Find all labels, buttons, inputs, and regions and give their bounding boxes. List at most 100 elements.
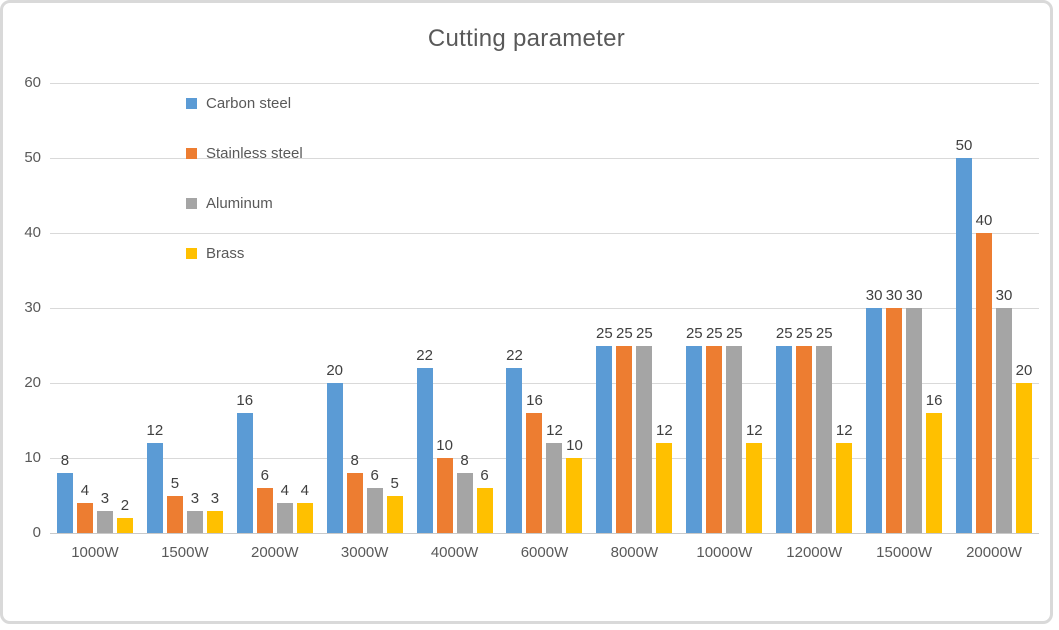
bar-aluminum-4000w[interactable]: 8 [456, 452, 473, 533]
x-tick-label-3000w: 3000W [340, 544, 389, 561]
data-label: 25 [596, 324, 613, 342]
data-label: 30 [865, 287, 883, 304]
x-tick-label-20000w: 20000W [966, 544, 1022, 561]
data-label: 50 [955, 137, 973, 154]
bar-carbon-steel-6000w[interactable]: 22 [506, 347, 523, 533]
bar-carbon-steel-8000w[interactable]: 25 [596, 325, 613, 533]
legend-item-aluminum[interactable]: Aluminum [186, 193, 273, 213]
bar-brass-1500w[interactable]: 3 [206, 490, 223, 533]
x-tick-label-1000w: 1000W [71, 544, 119, 561]
gridline [50, 233, 1039, 234]
data-label: 12 [835, 422, 853, 439]
bar-aluminum-20000w[interactable]: 30 [996, 287, 1012, 533]
chart-title[interactable]: Cutting parameter [427, 25, 626, 52]
bar-carbon-steel-15000w[interactable]: 30 [866, 287, 882, 533]
bar-brass-6000w[interactable]: 10 [566, 437, 583, 533]
bar-stainless-steel-4000w[interactable]: 10 [436, 437, 453, 533]
legend-item-stainless-steel[interactable]: Stainless steel [186, 143, 303, 163]
data-label: 12 [146, 422, 164, 439]
data-label: 30 [995, 287, 1013, 304]
bar-brass-3000w[interactable]: 5 [386, 475, 403, 533]
data-label: 8 [350, 452, 359, 469]
bar-aluminum-2000w[interactable]: 4 [276, 482, 293, 533]
data-label: 4 [300, 482, 309, 499]
gridline [50, 383, 1039, 384]
bar-stainless-steel-20000w[interactable]: 40 [976, 212, 992, 533]
bar-carbon-steel-2000w[interactable]: 16 [236, 392, 253, 533]
legend-swatch-icon [186, 147, 197, 159]
data-label: 20 [326, 362, 344, 379]
bar-carbon-steel-12000w[interactable]: 25 [776, 325, 793, 533]
bar-carbon-steel-10000w[interactable]: 25 [686, 325, 703, 533]
bar-stainless-steel-1500w[interactable]: 5 [166, 475, 183, 533]
data-label: 16 [925, 392, 943, 409]
bar-brass-20000w[interactable]: 20 [1016, 362, 1032, 533]
bar-stainless-steel-1000w[interactable]: 4 [76, 482, 93, 533]
gridline [50, 158, 1039, 159]
gridline [50, 83, 1039, 84]
bar-aluminum-6000w[interactable]: 12 [546, 422, 563, 533]
legend-label: Stainless steel [206, 144, 303, 162]
legend-item-carbon-steel[interactable]: Carbon steel [186, 93, 291, 113]
bar-stainless-steel-6000w[interactable]: 16 [526, 392, 543, 533]
bar-group-4000w: 22 10 8 6 [410, 83, 500, 533]
bar-brass-8000w[interactable]: 12 [656, 422, 673, 533]
bar-stainless-steel-8000w[interactable]: 25 [616, 325, 633, 533]
data-label: 25 [725, 324, 743, 342]
legend-swatch-icon [186, 97, 197, 109]
x-tick-label-15000w: 15000W [876, 544, 933, 561]
bar-carbon-steel-1000w[interactable]: 8 [56, 452, 73, 533]
data-label: 10 [436, 437, 453, 454]
bar-aluminum-1500w[interactable]: 3 [186, 490, 203, 533]
x-tick-label-2000w: 2000W [251, 544, 299, 561]
data-label: 16 [526, 392, 543, 409]
bar-stainless-steel-10000w[interactable]: 25 [706, 325, 723, 533]
bar-stainless-steel-12000w[interactable]: 25 [796, 325, 813, 533]
bar-brass-15000w[interactable]: 16 [926, 392, 942, 533]
data-label: 25 [616, 324, 633, 342]
bar-carbon-steel-20000w[interactable]: 50 [956, 137, 972, 533]
bar-aluminum-1000w[interactable]: 3 [96, 490, 113, 533]
y-tick-label: 60 [24, 74, 41, 91]
bar-group-12000w: 25 25 25 12 [769, 83, 859, 533]
bar-aluminum-3000w[interactable]: 6 [366, 467, 383, 533]
bar-group-6000w: 22 16 12 10 [500, 83, 590, 533]
data-label: 6 [370, 467, 379, 484]
y-tick-label: 50 [24, 149, 41, 166]
bar-brass-10000w[interactable]: 12 [746, 422, 763, 533]
data-label: 5 [170, 474, 180, 492]
legend-swatch-icon [186, 247, 197, 259]
bar-carbon-steel-3000w[interactable]: 20 [326, 362, 343, 533]
data-label: 22 [416, 347, 433, 364]
bar-brass-12000w[interactable]: 12 [836, 422, 853, 533]
bar-stainless-steel-15000w[interactable]: 30 [886, 287, 902, 533]
data-label: 20 [1015, 362, 1033, 379]
legend-item-brass[interactable]: Brass [186, 243, 244, 263]
bar-brass-2000w[interactable]: 4 [296, 482, 313, 533]
data-label: 12 [546, 422, 563, 439]
data-label: 30 [885, 287, 903, 304]
bar-brass-1000w[interactable]: 2 [116, 497, 133, 533]
x-tick-label-10000w: 10000W [696, 544, 753, 561]
data-label: 2 [120, 497, 130, 514]
bar-brass-4000w[interactable]: 6 [476, 467, 493, 533]
data-label: 4 [80, 482, 90, 499]
bar-aluminum-8000w[interactable]: 25 [636, 325, 653, 533]
bar-aluminum-12000w[interactable]: 25 [816, 325, 833, 533]
bar-stainless-steel-3000w[interactable]: 8 [346, 452, 363, 533]
x-tick-label-8000w: 8000W [610, 544, 659, 561]
data-label: 10 [566, 437, 583, 454]
data-label: 12 [656, 422, 673, 439]
bar-carbon-steel-1500w[interactable]: 12 [147, 422, 163, 533]
x-tick-label-6000w: 6000W [520, 544, 569, 561]
bar-aluminum-15000w[interactable]: 30 [906, 287, 922, 533]
bar-groups: 8 4 3 2 12 5 3 3 16 6 4 4 20 8 6 5 22 10 8 6 22 16 12 10 25 25 25 1… [50, 83, 1039, 533]
bar-carbon-steel-4000w[interactable]: 22 [416, 347, 433, 533]
bar-group-10000w: 25 25 25 12 [679, 83, 769, 533]
bar-aluminum-10000w[interactable]: 25 [726, 325, 743, 533]
data-label: 25 [795, 324, 813, 342]
bar-group-20000w: 50 40 30 20 [949, 83, 1039, 533]
bar-stainless-steel-2000w[interactable]: 6 [256, 467, 273, 533]
